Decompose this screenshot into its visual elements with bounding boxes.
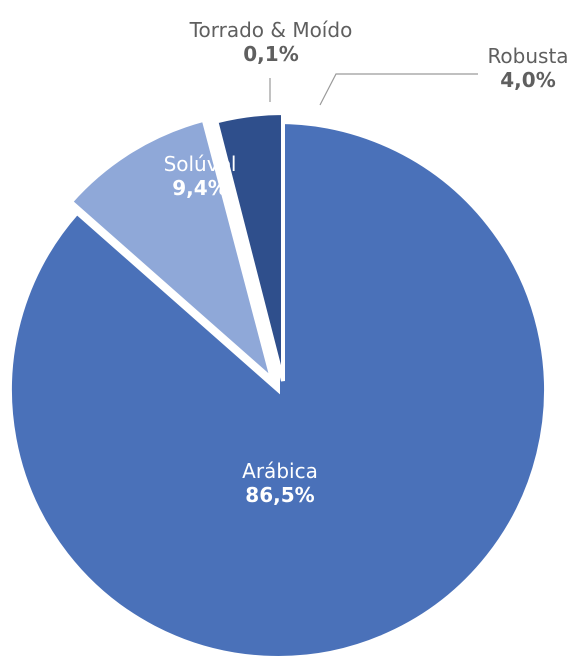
- slice-value-torrado-moido: 0,1%: [243, 42, 298, 66]
- slice-label-soluvel: Solúvel: [164, 152, 237, 176]
- pie-slice-robusta: [213, 110, 285, 382]
- slice-label-arabica: Arábica: [242, 459, 318, 483]
- slice-label-robusta: Robusta: [487, 44, 568, 68]
- slice-label-torrado-moido: Torrado & Moído: [189, 18, 353, 42]
- leader-line-robusta: [319, 73, 478, 106]
- pie-slice-arabica: [8, 119, 548, 660]
- slice-value-robusta: 4,0%: [500, 68, 555, 92]
- slice-value-arabica: 86,5%: [245, 483, 314, 507]
- pie-slice-soluvel: [68, 117, 276, 385]
- slice-value-soluvel: 9,4%: [172, 176, 227, 200]
- pie-slice-torrado-moido: [205, 117, 278, 381]
